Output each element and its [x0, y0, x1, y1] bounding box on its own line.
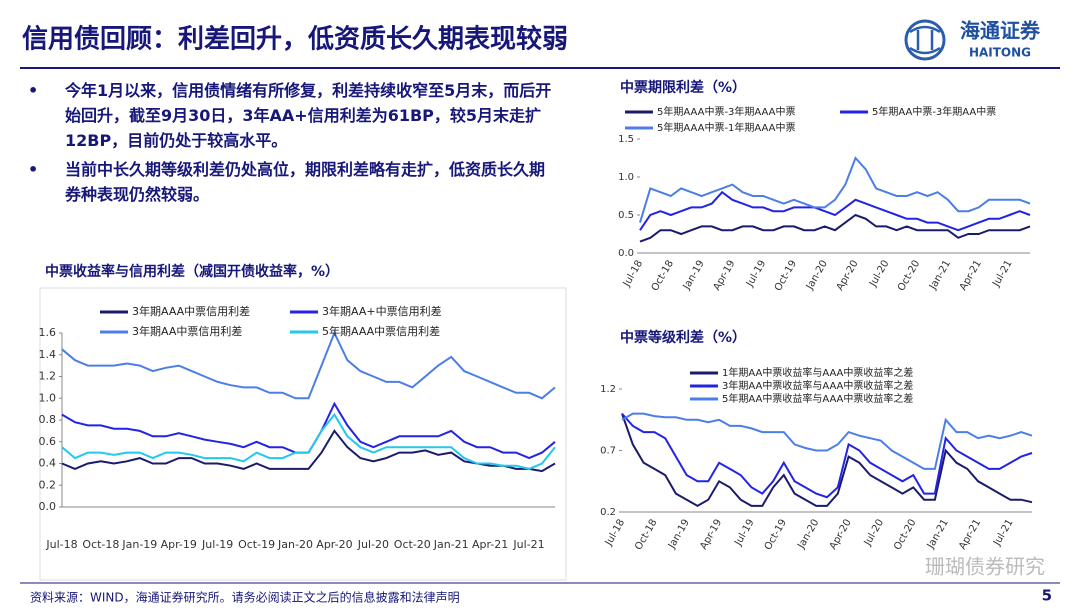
bullet-item: • 今年1月以来，信用债情绪有所修复，利差持续收窄至5月末，而后开始回升，截至9月…	[28, 78, 558, 153]
legend-label: 5年期AA中票-3年期AA中票	[872, 105, 996, 118]
logo-glyph	[909, 25, 941, 55]
y-tick-label: 1.0	[39, 391, 57, 404]
series-line	[621, 412, 1033, 499]
x-tick-label: Oct-19	[773, 259, 799, 294]
x-tick-label: Apr-21	[958, 259, 984, 293]
series-line	[61, 330, 556, 400]
source-note: 资料来源：WIND，海通证券研究所。请务必阅读正文之后的信息披露和法律声明	[30, 590, 460, 605]
x-tick-label: Apr-19	[698, 518, 724, 552]
x-tick-label: Oct-18	[633, 518, 659, 553]
legend-label: 1年期AA中票收益率与AAA中票收益率之差	[722, 366, 913, 379]
x-tick-label: Jul-19	[744, 259, 768, 290]
y-tick-label: 0.8	[39, 413, 57, 426]
y-tick-label: 0.6	[39, 435, 57, 448]
bullet-text: 今年1月以来，信用债情绪有所修复，利差持续收窄至5月末，而后开始回升，截至9月3…	[65, 81, 552, 150]
legend-label: 3年期AA+中票信用利差	[322, 304, 442, 318]
x-tick-label: Oct-20	[394, 538, 431, 551]
logo: 海通证券 HAITONG	[904, 19, 1041, 61]
y-tick-label: 0.7	[600, 446, 616, 457]
x-tick-label: Jul-18	[603, 518, 627, 549]
bullet-item: • 当前中长久期等级利差仍处高位，期限利差略有走扩，低资质长久期券种表现仍然较弱。	[28, 157, 558, 207]
y-tick-label: 0.2	[600, 507, 616, 518]
x-tick-label: Apr-20	[835, 259, 861, 293]
y-tick-label: 1.0	[618, 172, 634, 183]
series-line	[61, 412, 556, 470]
x-tick-label: Oct-20	[896, 259, 922, 294]
x-tick-label: Jul-20	[862, 518, 886, 549]
page-number: 5	[1042, 587, 1052, 605]
x-tick-label: Jul-21	[990, 258, 1014, 289]
y-tick-label: 0.0	[39, 500, 57, 513]
x-tick-label: Jan-21	[927, 259, 953, 293]
series-line	[639, 190, 1031, 232]
x-tick-label: Jul-19	[201, 538, 233, 551]
legend-label: 3年期AAA中票信用利差	[132, 304, 250, 318]
y-tick-label: 1.4	[39, 348, 57, 361]
chart-title: 中票收益率与信用利差（减国开债收益率，%）	[45, 263, 339, 280]
x-tick-label: Jul-21	[512, 538, 544, 551]
bullet-list: • 今年1月以来，信用债情绪有所修复，利差持续收窄至5月末，而后开始回升，截至9月…	[28, 78, 558, 211]
x-tick-label: Jul-18	[621, 259, 645, 290]
x-tick-label: Jul-21	[991, 518, 1015, 549]
x-tick-label: Apr-19	[712, 259, 738, 293]
y-tick-label: 0.4	[39, 457, 57, 470]
bullet-dot: •	[28, 160, 39, 179]
y-tick-label: 0.0	[618, 248, 634, 259]
legend-label: 5年期AA中票收益率与AAA中票收益率之差	[722, 392, 913, 405]
x-tick-label: Jul-20	[867, 259, 891, 290]
y-tick-label: 1.6	[39, 326, 57, 339]
x-tick-label: Jan-20	[804, 259, 830, 293]
bullet-dot: •	[28, 81, 39, 100]
x-tick-label: Jul-20	[357, 538, 389, 551]
x-tick-label: Oct-19	[763, 518, 789, 553]
y-tick-label: 1.2	[600, 384, 616, 395]
x-tick-label: Apr-21	[957, 518, 983, 552]
x-tick-label: Jan-19	[121, 538, 157, 551]
x-tick-label: Oct-20	[892, 518, 918, 553]
watermark: 珊瑚债券研究	[925, 555, 1045, 579]
series-line	[639, 213, 1031, 243]
x-tick-label: Oct-19	[238, 538, 275, 551]
series-line	[621, 412, 1033, 470]
y-tick-label: 0.5	[618, 210, 634, 221]
x-tick-label: Jul-19	[732, 518, 756, 549]
x-tick-label: Apr-19	[161, 538, 197, 551]
logo-cn: 海通证券	[960, 19, 1041, 43]
x-tick-label: Jan-21	[925, 518, 951, 552]
series-line	[639, 156, 1031, 223]
bullet-text: 当前中长久期等级利差仍处高位，期限利差略有走扩，低资质长久期券种表现仍然较弱。	[65, 160, 546, 204]
chart-title: 中票期限利差（%）	[620, 79, 746, 96]
y-tick-label: 1.2	[39, 370, 57, 383]
y-tick-label: 0.2	[39, 478, 57, 491]
x-tick-label: Apr-20	[316, 538, 352, 551]
x-tick-label: Jan-20	[796, 518, 822, 552]
legend-label: 5年期AAA中票-3年期AAA中票	[657, 105, 796, 118]
x-tick-label: Jan-19	[681, 259, 707, 293]
legend-label: 5年期AAA中票-1年期AAA中票	[657, 121, 796, 134]
x-tick-label: Oct-18	[650, 259, 676, 294]
x-tick-label: Jul-18	[45, 538, 77, 551]
x-tick-label: Jan-21	[433, 538, 469, 551]
legend-label: 3年期AA中票信用利差	[132, 324, 242, 338]
x-tick-label: Jan-19	[666, 518, 692, 552]
series-line	[61, 401, 556, 460]
legend-label: 5年期AAA中票信用利差	[322, 324, 440, 338]
logo-en: HAITONG	[969, 46, 1031, 60]
x-tick-label: Apr-21	[472, 538, 508, 551]
x-tick-label: Apr-20	[828, 518, 854, 552]
x-tick-label: Jan-20	[277, 538, 313, 551]
legend-label: 3年期AA中票收益率与AAA中票收益率之差	[722, 379, 913, 392]
chart-title: 中票等级利差（%）	[620, 329, 746, 346]
y-tick-label: 1.5	[618, 134, 634, 145]
x-tick-label: Oct-18	[82, 538, 119, 551]
slide-title: 信用债回顾：利差回升，低资质长久期表现较弱	[22, 24, 568, 55]
series-line	[621, 413, 1033, 508]
logo-mark	[904, 19, 946, 61]
chart-frame	[39, 287, 567, 581]
